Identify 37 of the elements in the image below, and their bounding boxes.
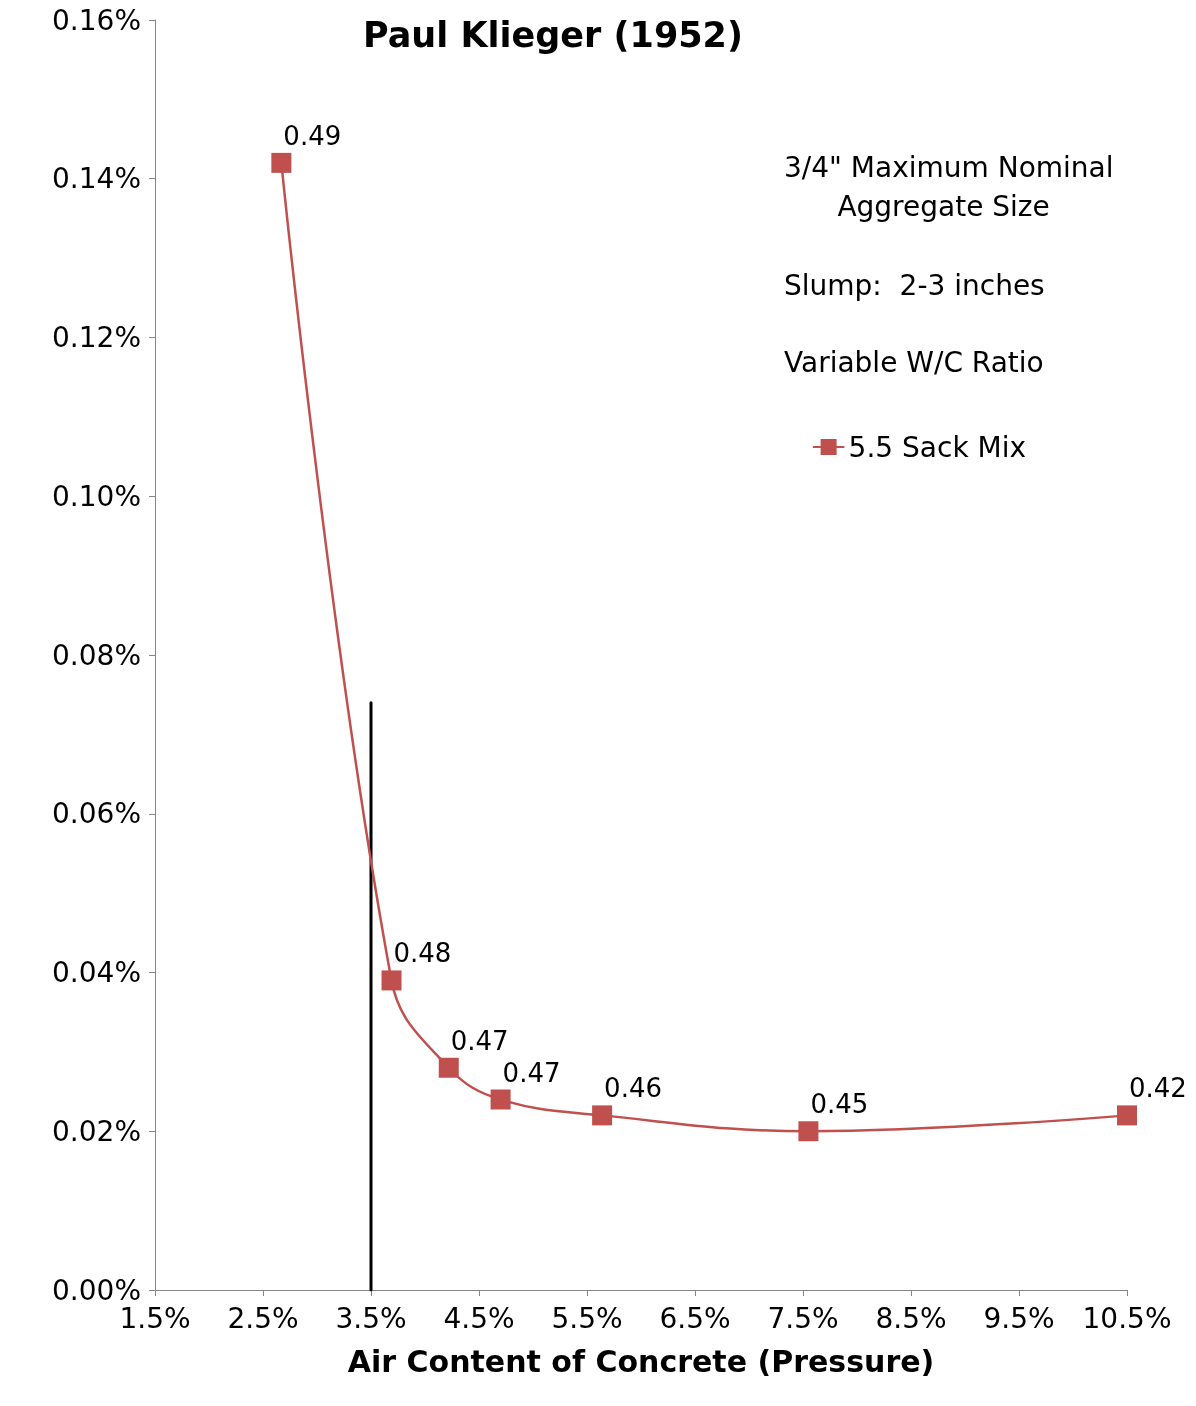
annotation: 0.47 — [502, 1057, 561, 1088]
x-tick-label: 7.5% — [767, 1301, 839, 1335]
x-tick-label: 10.5% — [1082, 1301, 1172, 1335]
y-tick-label: 0.08% — [52, 638, 141, 672]
legend-label: 5.5 Sack Mix — [848, 430, 1027, 464]
point — [438, 1057, 459, 1078]
y-tick-label: 0.16% — [52, 3, 141, 37]
x-tick-label: 4.5% — [443, 1301, 515, 1335]
annotation: 0.45 — [810, 1089, 869, 1120]
annotation: 0.42 — [1129, 1073, 1187, 1104]
point — [592, 1105, 613, 1126]
annotation: 0.46 — [604, 1073, 663, 1104]
x-tick-label: 9.5% — [983, 1301, 1055, 1335]
y-tick-label: 0.12% — [52, 321, 141, 354]
x-tick-label: 8.5% — [875, 1301, 947, 1335]
annotation: 0.48 — [393, 938, 452, 969]
y-tick-label: 0.04% — [52, 956, 141, 989]
x-axis-title: Air Content of Concrete (Pressure) — [347, 1343, 935, 1379]
annotation: 3/4" Maximum Nominal Aggregate Size — [784, 151, 1114, 223]
annotation: 0.47 — [450, 1025, 509, 1056]
y-tick-label: 0.10% — [52, 479, 141, 513]
y-tick-label: 0.14% — [52, 162, 141, 196]
x-tick-label: 3.5% — [335, 1301, 407, 1335]
point — [798, 1121, 819, 1142]
point — [490, 1089, 511, 1110]
x-tick-label: 2.5% — [227, 1301, 299, 1335]
y-tick-label: 0.02% — [52, 1114, 141, 1148]
point — [381, 970, 402, 991]
annotation: Slump: 2-3 inches — [784, 269, 1045, 302]
annotation: 0.49 — [283, 120, 342, 151]
annotation: Variable W/C Ratio — [784, 346, 1044, 379]
chart-title: Paul Klieger (1952) — [363, 14, 743, 55]
x-tick-label: 5.5% — [551, 1301, 623, 1335]
x-tick-label: 6.5% — [659, 1301, 731, 1335]
point — [271, 152, 292, 173]
y-tick-label: 0.06% — [52, 797, 141, 831]
point — [1117, 1105, 1137, 1126]
